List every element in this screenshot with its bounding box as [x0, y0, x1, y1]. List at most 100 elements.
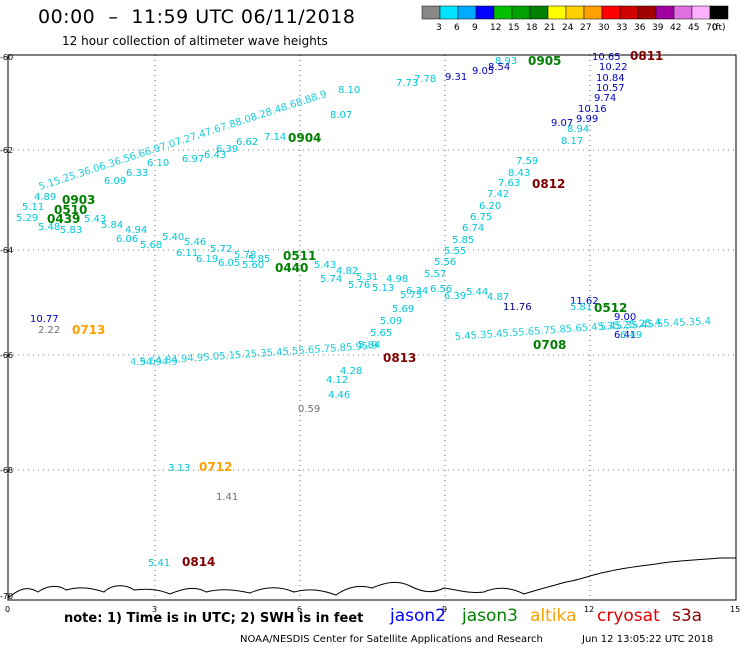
colorbar-swatch — [565, 5, 585, 20]
colorbar-label: 30 — [598, 23, 610, 33]
swh-value: 5.48 — [38, 222, 60, 233]
swh-value: 5.84 — [101, 220, 123, 231]
swh-value: 5.83 — [60, 225, 82, 236]
colorbar-swatch — [709, 5, 729, 20]
y-tick: -66 — [0, 351, 13, 360]
swh-value: 9.00 — [614, 312, 636, 323]
colorbar-swatch — [421, 5, 441, 20]
colorbar-label: 18 — [526, 23, 538, 33]
y-tick: -62 — [0, 146, 13, 155]
swh-value: 2.22 — [38, 325, 60, 336]
coastline — [7, 557, 736, 599]
colorbar-swatch — [529, 5, 549, 20]
colorbar-swatch — [673, 5, 693, 20]
swh-value: 6.41 — [614, 330, 636, 341]
swh-value: 5.85 — [248, 254, 270, 265]
swh-value: 6.19 — [196, 254, 218, 265]
swh-value: 5.69 — [392, 304, 414, 315]
swh-value: 4.46 — [328, 390, 350, 401]
colorbar-label: 9 — [472, 23, 478, 33]
swh-value: 6.20 — [479, 201, 501, 212]
generation-timestamp: Jun 12 13:05:22 UTC 2018 — [582, 634, 714, 645]
colorbar-swatch — [547, 5, 567, 20]
swh-value: 11.76 — [503, 302, 532, 313]
colorbar-swatch — [619, 5, 639, 20]
swh-value: 4.82 — [336, 266, 358, 277]
swh-value: 10.16 — [578, 104, 607, 115]
swh-value: 4.28 — [340, 366, 362, 377]
swh-value: 3.13 — [168, 463, 190, 474]
swh-value: 6.09 — [104, 176, 126, 187]
colorbar-swatch — [457, 5, 477, 20]
swh-value: 11.62 — [570, 296, 599, 307]
x-tick: 12 — [584, 605, 594, 614]
swh-value: 9.74 — [594, 93, 616, 104]
swh-value: 0.59 — [298, 404, 320, 415]
swh-value: 9.99 — [576, 114, 598, 125]
colorbar-swatch — [439, 5, 459, 20]
time-label: 0812 — [532, 177, 565, 191]
colorbar-swatch — [511, 5, 531, 20]
swh-value: 5.72 — [210, 244, 232, 255]
plot-frame — [7, 54, 737, 601]
swh-value: 5.68 — [140, 240, 162, 251]
colorbar-unit: (ft) — [712, 23, 726, 33]
swh-value: 10.84 — [596, 73, 625, 84]
swh-value: 10.65 — [592, 52, 621, 63]
swh-value: 5.13 — [372, 283, 394, 294]
swh-value: 6.39 — [216, 144, 238, 155]
swh-value: 8.94 — [567, 124, 589, 135]
colorbar-label: 39 — [652, 23, 664, 33]
swh-value: 7.73 — [396, 78, 418, 89]
colorbar-swatch — [583, 5, 603, 20]
swh-value: 5.56 — [434, 257, 456, 268]
time-label: 0712 — [199, 460, 232, 474]
swh-value: 5.76 — [348, 280, 370, 291]
swh-value: 8.93 — [495, 56, 517, 67]
swh-value: 9.31 — [445, 72, 467, 83]
colorbar-swatch — [475, 5, 495, 20]
swh-value: 6.97 — [182, 154, 204, 165]
swh-value: 5.60 — [242, 260, 264, 271]
swh-value: 8.10 — [338, 85, 360, 96]
swh-value: 6.05 — [218, 258, 240, 269]
swh-value: 5.55 — [444, 246, 466, 257]
swh-value: 8.43 — [508, 168, 530, 179]
swh-value: 10.57 — [596, 83, 625, 94]
colorbar-swatch — [601, 5, 621, 20]
time-label: 0903 — [62, 193, 95, 207]
swh-value: 7.42 — [487, 189, 509, 200]
time-label: 0510 — [54, 203, 87, 217]
x-tick: 9 — [442, 605, 447, 614]
colorbar-label: 33 — [616, 23, 627, 33]
swh-value: 7.14 — [264, 132, 286, 143]
y-tick: -68 — [0, 466, 13, 475]
colorbar-label: 12 — [490, 23, 501, 33]
swh-value: 5.29 — [16, 213, 38, 224]
grid — [8, 55, 736, 600]
colorbar-swatch — [637, 5, 657, 20]
swh-value: 10.77 — [30, 314, 59, 325]
swh-value: 7.78 — [414, 74, 436, 85]
time-label: 0905 — [528, 54, 561, 68]
colorbar-label: 27 — [580, 23, 591, 33]
x-tick: 0 — [5, 605, 10, 614]
swh-value: 6.39 — [444, 291, 466, 302]
x-ticks: 0 3 6 9 12 15 — [5, 605, 740, 614]
page-subtitle: 12 hour collection of altimeter wave hei… — [62, 34, 328, 48]
colorbar-label: 42 — [670, 23, 681, 33]
swh-value: 4.12 — [326, 375, 348, 386]
swh-value: 4.98 — [386, 274, 408, 285]
swh-value: 6.33 — [126, 168, 148, 179]
colorbar-label: 3 — [436, 23, 442, 33]
swh-value: 1.41 — [216, 492, 238, 503]
swh-value: 6.56 — [430, 284, 452, 295]
swh-value: 4.87 — [487, 292, 509, 303]
colorbar-label: 21 — [544, 23, 555, 33]
swh-value: 4.94 — [125, 225, 147, 236]
time-label: 0440 — [275, 261, 308, 275]
swh-value: 5.40 — [162, 232, 184, 243]
y-tick: -70 — [0, 592, 13, 601]
